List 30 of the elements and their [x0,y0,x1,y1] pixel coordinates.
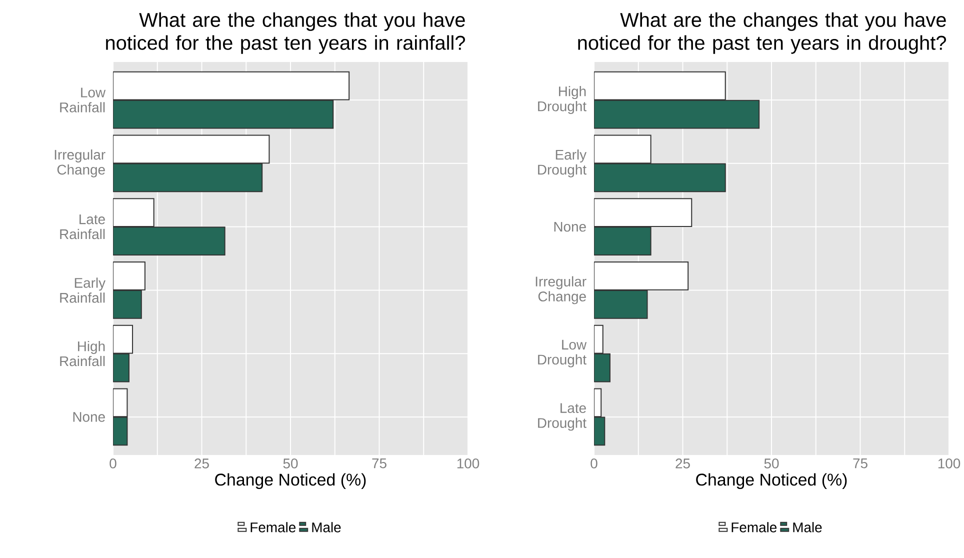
y-tick-label: None [554,222,586,232]
x-tick-label: 0 [590,458,598,468]
y-tick-label: Irregular Change [536,276,586,304]
chart-title: What are the changes that you have noticed for the past ten years in drought? [578,12,946,54]
x-tick-label: 25 [676,458,690,468]
y-tick-label: Low Rainfall [60,88,106,112]
x-tick-label: 100 [938,458,960,468]
x-tick-label: 25 [194,458,209,468]
legend-label: Female [732,522,777,532]
y-tick-label: Irregular Change [54,149,106,178]
y-tick-label: Late Drought [538,403,586,431]
x-tick-label: 50 [283,458,298,468]
y-tick-label: Early Rainfall [60,278,106,303]
x-tick-label: 50 [764,458,779,468]
x-axis-title: Change Noticed (%) [696,473,847,490]
legend-label: Male [793,522,822,532]
x-tick-label: 75 [372,458,386,468]
x-tick-label: 100 [457,458,480,468]
x-axis-title: Change Noticed (%) [215,473,366,490]
y-tick-label: High Drought [538,86,586,114]
y-tick-label: Late Rainfall [60,214,105,240]
chart-title: What are the changes that you have noticed for the past ten years in rainfall? [106,12,466,54]
legend-label: Female [250,522,296,532]
y-tick-label: High Rainfall [60,340,105,366]
y-tick-label: Early Drought [538,149,587,178]
x-tick-label: 75 [853,458,868,468]
legend-label: Male [312,522,341,532]
x-tick-label: 0 [110,458,116,468]
y-tick-label: Low Drought [538,340,587,368]
y-tick-label: None [73,412,105,422]
